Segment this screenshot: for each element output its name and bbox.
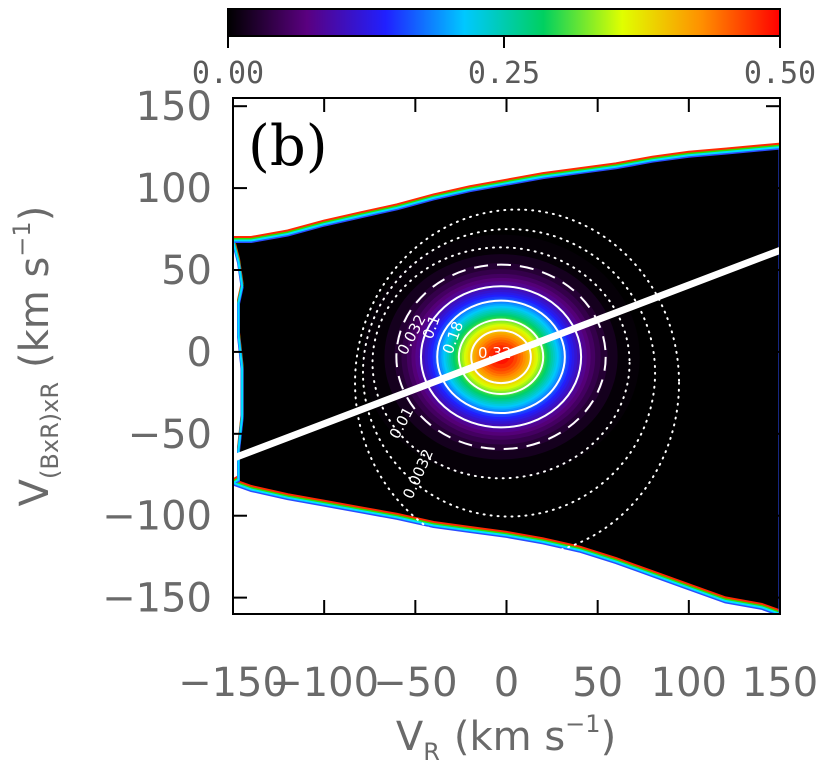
x-axis-label-sub: R	[423, 738, 440, 765]
colorbar-tick-label-max: 0.50	[744, 56, 816, 91]
x-ticks	[232, 98, 781, 614]
x-tick-label: 0	[494, 660, 519, 706]
contour-label: 0.32	[478, 344, 511, 362]
y-tick-label: −150	[102, 576, 212, 622]
x-axis-label-exp: −1	[565, 710, 600, 738]
dotted-contour	[354, 208, 681, 558]
dotted-contour	[361, 228, 657, 518]
x-tick-label: −150	[178, 660, 288, 706]
y-tick-label: 50	[161, 248, 212, 294]
y-ticks	[233, 105, 780, 599]
x-tick-label: 100	[651, 660, 727, 706]
y-tick-label: −50	[128, 412, 212, 458]
colorbar-ticks	[227, 36, 781, 48]
y-tick-label: 0	[187, 330, 212, 376]
colorbar-tick-label-min: 0.00	[192, 56, 264, 91]
x-tick-label: −50	[373, 660, 457, 706]
white-fit-line	[233, 246, 780, 462]
contour-label: 0.001	[440, 533, 483, 551]
colorbar: 0.00 0.25 0.50	[192, 8, 816, 91]
y-axis-label: V(BxR)xR (km s−1)	[8, 206, 64, 507]
x-tick-label: −100	[269, 660, 379, 706]
y-tick-label: 150	[136, 84, 212, 130]
x-tick-label: 50	[572, 660, 623, 706]
x-tick-label: 150	[742, 660, 818, 706]
x-axis-label: VR (km s−1)	[396, 710, 616, 765]
solid-contour	[436, 299, 566, 415]
y-axis-label-exp: −1	[8, 221, 36, 256]
y-tick-label: 100	[136, 166, 212, 212]
y-axis-label-close: )	[12, 206, 58, 222]
solid-contour	[419, 285, 583, 429]
x-axis-label-close: )	[601, 714, 617, 760]
contours	[354, 208, 681, 558]
y-axis-label-sub: (BxR)xR	[36, 382, 64, 479]
y-axis-label-main: V	[12, 478, 58, 506]
support-edge-cyan	[233, 146, 780, 614]
colorbar-gradient	[227, 8, 781, 37]
solid-contour	[457, 318, 545, 395]
y-tick-label: −100	[102, 494, 212, 540]
y-axis-label-units: (km s	[12, 257, 58, 368]
panel-label: (b)	[248, 114, 328, 179]
plot-area: 0.032 0.1 0.18 0.01 0.0032 0.001 0.32 (b…	[232, 97, 781, 615]
y-tick-labels: −150 −100 −50 0 50 100 150	[102, 84, 212, 621]
x-axis-label-main: V	[396, 714, 424, 760]
dashed-contour	[395, 263, 607, 451]
solid-contour	[470, 329, 532, 385]
colorbar-tick-label-mid: 0.25	[468, 56, 540, 91]
x-axis-label-units: (km s	[454, 714, 565, 760]
dotted-contour	[371, 246, 631, 480]
x-tick-labels: −150−100−50 0 50 100 150	[178, 660, 818, 706]
